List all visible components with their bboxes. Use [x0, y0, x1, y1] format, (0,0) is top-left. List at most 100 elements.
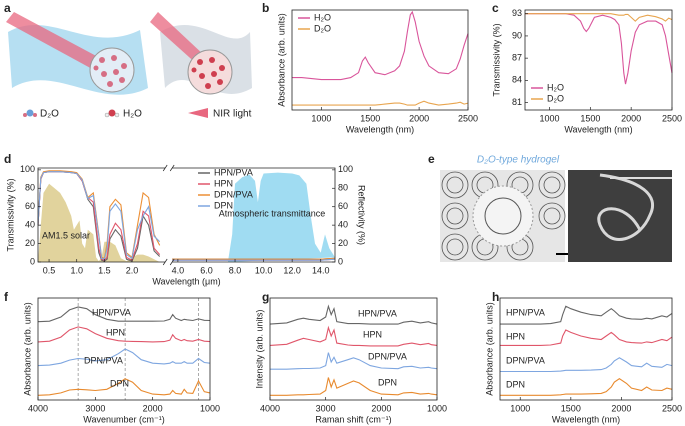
- x-tick-label: 1500: [360, 113, 380, 123]
- panel-label: b: [262, 1, 269, 15]
- y-tick-label: 0: [30, 256, 35, 266]
- x-tick-label: 1500: [580, 113, 600, 123]
- area: [227, 172, 335, 262]
- molecules: [93, 55, 127, 87]
- y-axis-label: Transmissivity (%): [5, 178, 15, 251]
- axis-break: [162, 164, 168, 172]
- axis-frame: [524, 9, 673, 111]
- x-tick-label: 2000: [621, 113, 641, 123]
- y-axis-label: Absorbance (arb. units): [22, 302, 32, 396]
- line: [500, 378, 673, 396]
- axis-frame: [269, 297, 438, 401]
- panel-label: f: [4, 290, 9, 304]
- x-tick-label: 3000: [85, 403, 105, 413]
- seal-pattern: [484, 197, 522, 235]
- y2-tick-label: 20: [338, 238, 348, 248]
- x-axis-label: Wavenumber (cm⁻¹): [83, 414, 164, 424]
- area-label: AM1.5 solar: [42, 230, 90, 240]
- x-tick-label: 2000: [371, 403, 391, 413]
- line: [500, 357, 673, 373]
- x-tick-label: 0.5: [43, 265, 56, 275]
- x-tick-label: 2.0: [126, 265, 139, 275]
- x-tick-label: 3000: [316, 403, 336, 413]
- line: [269, 325, 438, 347]
- x-tick-label: 12.0: [283, 265, 301, 275]
- y-tick-label: 81: [512, 97, 522, 107]
- y-tick-label: 40: [25, 220, 35, 230]
- y-tick-label: 84: [512, 75, 522, 85]
- y-tick-label: 80: [25, 183, 35, 193]
- legend-icon: [188, 108, 208, 118]
- y2-tick-label: 80: [338, 183, 348, 193]
- y2-tick-label: 0: [338, 256, 343, 266]
- molecules: [191, 57, 225, 89]
- x-tick-label: 14.0: [312, 265, 330, 275]
- x-tick-label: 1000: [200, 403, 220, 413]
- axis-frame: [37, 167, 336, 263]
- x-tick-label: 2500: [458, 113, 478, 123]
- line: [269, 304, 438, 325]
- series-label: HPN: [363, 329, 382, 339]
- axis-frame: [37, 297, 211, 401]
- panel-label: c: [492, 1, 499, 15]
- axis-break: [162, 258, 168, 266]
- x-tick-label: 8.0: [229, 265, 242, 275]
- x-axis-label: Wavelength (nm): [346, 124, 414, 134]
- x-tick-label: 1.0: [70, 265, 83, 275]
- line: [37, 378, 211, 396]
- line: [37, 306, 211, 323]
- y-tick-label: 60: [25, 201, 35, 211]
- series-label: HPN: [106, 327, 125, 337]
- panel-e-photo: e D₂O-type hydrogel: [428, 152, 672, 262]
- legend-icon: [104, 109, 120, 118]
- y-axis-label: Transmissivity (%): [491, 23, 501, 96]
- line: [270, 377, 438, 396]
- series-label: DPN/PVA: [506, 355, 545, 365]
- series-label: DPN: [110, 378, 129, 388]
- series-label: DPN/PVA: [368, 351, 407, 361]
- series-label: HPN/PVA: [506, 307, 545, 317]
- seal-pattern: [441, 171, 566, 261]
- legend-label: H₂O: [314, 12, 331, 22]
- legend-label: H₂O: [547, 82, 564, 92]
- legend-label: HPN/PVA: [214, 167, 253, 177]
- legend-label: D₂O: [40, 109, 59, 120]
- x-tick-label: 2000: [409, 113, 429, 123]
- series-label: DPN/PVA: [84, 355, 123, 365]
- x-tick-label: 4.0: [172, 265, 185, 275]
- x-tick-label: 6.0: [200, 265, 213, 275]
- x-tick-label: 2000: [611, 403, 631, 413]
- x-tick-label: 1000: [510, 403, 530, 413]
- x-axis-label: Raman shift (cm⁻¹): [315, 414, 391, 424]
- line: [292, 10, 469, 81]
- x-axis-label: Wavelength (nm): [552, 414, 620, 424]
- x-tick-label: 1.5: [98, 265, 111, 275]
- nir-beam: [150, 12, 205, 66]
- x-tick-label: 1000: [311, 113, 331, 123]
- x-axis-label: Wavelength (nm): [564, 124, 632, 134]
- series-label: HPN/PVA: [92, 307, 131, 317]
- legend-icon: [23, 109, 37, 117]
- series-label: DPN: [506, 379, 525, 389]
- y2-tick-label: 40: [338, 220, 348, 230]
- x-tick-label: 4000: [260, 403, 280, 413]
- line: [37, 348, 211, 367]
- panel-label: h: [492, 290, 499, 304]
- x-tick-label: 1000: [539, 113, 559, 123]
- x-tick-label: 4000: [28, 403, 48, 413]
- axis-break: [169, 258, 175, 266]
- area: [38, 183, 160, 262]
- axis-break: [169, 164, 175, 172]
- panel-label: a: [4, 1, 11, 15]
- x-tick-label: 2500: [662, 403, 682, 413]
- y-tick-label: 87: [512, 53, 522, 63]
- y2-tick-label: 60: [338, 201, 348, 211]
- line: [525, 13, 673, 85]
- panel-label: g: [262, 290, 269, 304]
- series-label: DPN: [378, 377, 397, 387]
- photo-title: D₂O-type hydrogel: [477, 155, 560, 166]
- line: [37, 326, 211, 343]
- legend-label: D₂O: [314, 23, 331, 33]
- series-label: HPN: [506, 331, 525, 341]
